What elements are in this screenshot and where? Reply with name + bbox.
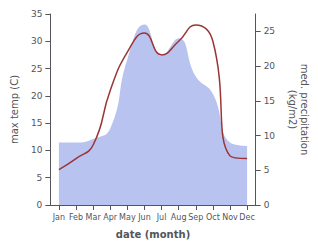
- svg-text:15: 15: [264, 96, 275, 106]
- svg-text:Dec: Dec: [239, 213, 254, 222]
- svg-text:med. precipitation: med. precipitation: [299, 64, 310, 156]
- svg-text:10: 10: [264, 131, 276, 141]
- svg-text:20: 20: [31, 91, 43, 101]
- svg-text:date (month): date (month): [116, 229, 190, 240]
- svg-text:Mar: Mar: [86, 213, 102, 222]
- svg-text:Oct: Oct: [206, 213, 220, 222]
- svg-text:May: May: [119, 213, 136, 222]
- svg-text:10: 10: [31, 145, 43, 155]
- svg-text:35: 35: [31, 9, 42, 19]
- svg-text:Apr: Apr: [103, 213, 118, 222]
- svg-text:0: 0: [37, 200, 43, 210]
- svg-text:max temp (C): max temp (C): [9, 75, 20, 144]
- svg-text:(kg/m2): (kg/m2): [287, 90, 298, 130]
- svg-text:Jul: Jul: [156, 213, 167, 222]
- svg-text:Sep: Sep: [188, 213, 203, 222]
- svg-text:Feb: Feb: [69, 213, 83, 222]
- svg-text:30: 30: [31, 36, 43, 46]
- svg-text:25: 25: [31, 64, 42, 74]
- svg-text:25: 25: [264, 26, 275, 36]
- svg-text:20: 20: [264, 61, 276, 71]
- svg-text:5: 5: [37, 173, 43, 183]
- svg-text:Jan: Jan: [52, 213, 65, 222]
- svg-text:Nov: Nov: [222, 213, 238, 222]
- svg-text:15: 15: [31, 118, 42, 128]
- svg-text:Aug: Aug: [171, 213, 187, 222]
- svg-text:5: 5: [264, 165, 270, 175]
- svg-text:0: 0: [264, 200, 270, 210]
- svg-text:Jun: Jun: [137, 213, 151, 222]
